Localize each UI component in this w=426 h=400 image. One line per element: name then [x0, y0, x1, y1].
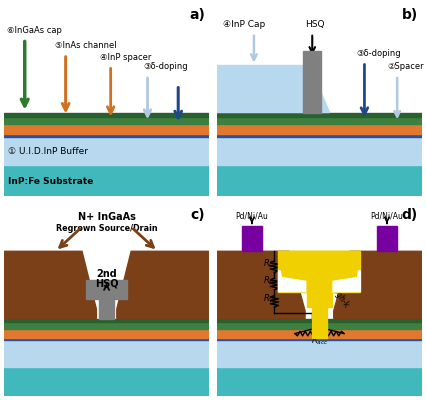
Polygon shape	[307, 292, 332, 307]
Bar	[4, 318, 209, 322]
Text: Regrown Source/Drain: Regrown Source/Drain	[56, 224, 157, 233]
Text: $R_C$: $R_C$	[263, 258, 275, 270]
Bar	[4, 367, 209, 396]
Text: HSQ: HSQ	[95, 279, 118, 289]
Polygon shape	[332, 270, 360, 292]
Bar	[217, 134, 422, 136]
Bar	[217, 136, 422, 166]
Bar	[86, 280, 127, 294]
Polygon shape	[279, 251, 360, 292]
Bar	[4, 166, 209, 196]
Text: T-Gate: T-Gate	[303, 265, 336, 274]
Polygon shape	[279, 270, 307, 292]
Bar	[4, 329, 209, 338]
Bar	[217, 124, 422, 134]
Polygon shape	[217, 251, 305, 318]
Bar	[99, 294, 114, 318]
Text: 2nd: 2nd	[96, 269, 117, 279]
Text: $R_V$: $R_V$	[263, 292, 275, 305]
Bar	[4, 124, 209, 134]
Polygon shape	[334, 251, 422, 318]
Text: Pd/Ni/Au: Pd/Ni/Au	[371, 212, 403, 220]
Bar	[217, 338, 422, 340]
Polygon shape	[377, 226, 397, 251]
Text: $R_{acc}$: $R_{acc}$	[311, 334, 328, 346]
Bar	[4, 117, 209, 124]
Polygon shape	[242, 226, 262, 251]
Bar	[4, 134, 209, 136]
Bar	[217, 340, 422, 367]
Text: $R_N$: $R_N$	[263, 275, 275, 287]
Text: ③δ-doping: ③δ-doping	[356, 49, 401, 58]
Polygon shape	[114, 294, 127, 299]
Polygon shape	[86, 294, 99, 299]
Bar	[303, 51, 322, 112]
Bar	[217, 367, 422, 396]
Text: d): d)	[401, 208, 417, 222]
Text: InP:Fe Substrate: InP:Fe Substrate	[9, 177, 94, 186]
Text: ②Spacer: ②Spacer	[387, 62, 423, 71]
Text: HSQ: HSQ	[305, 20, 325, 29]
Polygon shape	[312, 307, 327, 338]
Polygon shape	[117, 251, 209, 318]
Text: ③δ-doping: ③δ-doping	[144, 62, 188, 71]
Text: a): a)	[189, 8, 205, 22]
Bar	[217, 117, 422, 124]
Polygon shape	[217, 66, 330, 112]
Bar	[4, 340, 209, 367]
Polygon shape	[4, 251, 96, 318]
Text: ① U.I.D.InP Buffer: ① U.I.D.InP Buffer	[9, 146, 88, 156]
Text: high-k: high-k	[330, 285, 351, 310]
Text: b): b)	[401, 8, 417, 22]
Text: Pd/Ni/Au: Pd/Ni/Au	[236, 212, 268, 220]
Bar	[217, 329, 422, 338]
Bar	[217, 112, 422, 117]
Text: N+ InGaAs: N+ InGaAs	[78, 212, 135, 222]
Text: ⑥InGaAs cap: ⑥InGaAs cap	[7, 26, 62, 35]
Text: ④InP Cap: ④InP Cap	[223, 20, 265, 29]
Text: Ni/Au: Ni/Au	[305, 256, 334, 266]
Bar	[4, 322, 209, 329]
Text: ④InP spacer: ④InP spacer	[101, 53, 152, 62]
Bar	[217, 322, 422, 329]
Bar	[217, 318, 422, 322]
Polygon shape	[279, 251, 360, 292]
Text: ⑤InAs channel: ⑤InAs channel	[55, 41, 117, 50]
Bar	[4, 338, 209, 340]
Bar	[217, 166, 422, 196]
Bar	[4, 112, 209, 117]
Bar	[4, 136, 209, 166]
Text: c): c)	[190, 208, 205, 222]
